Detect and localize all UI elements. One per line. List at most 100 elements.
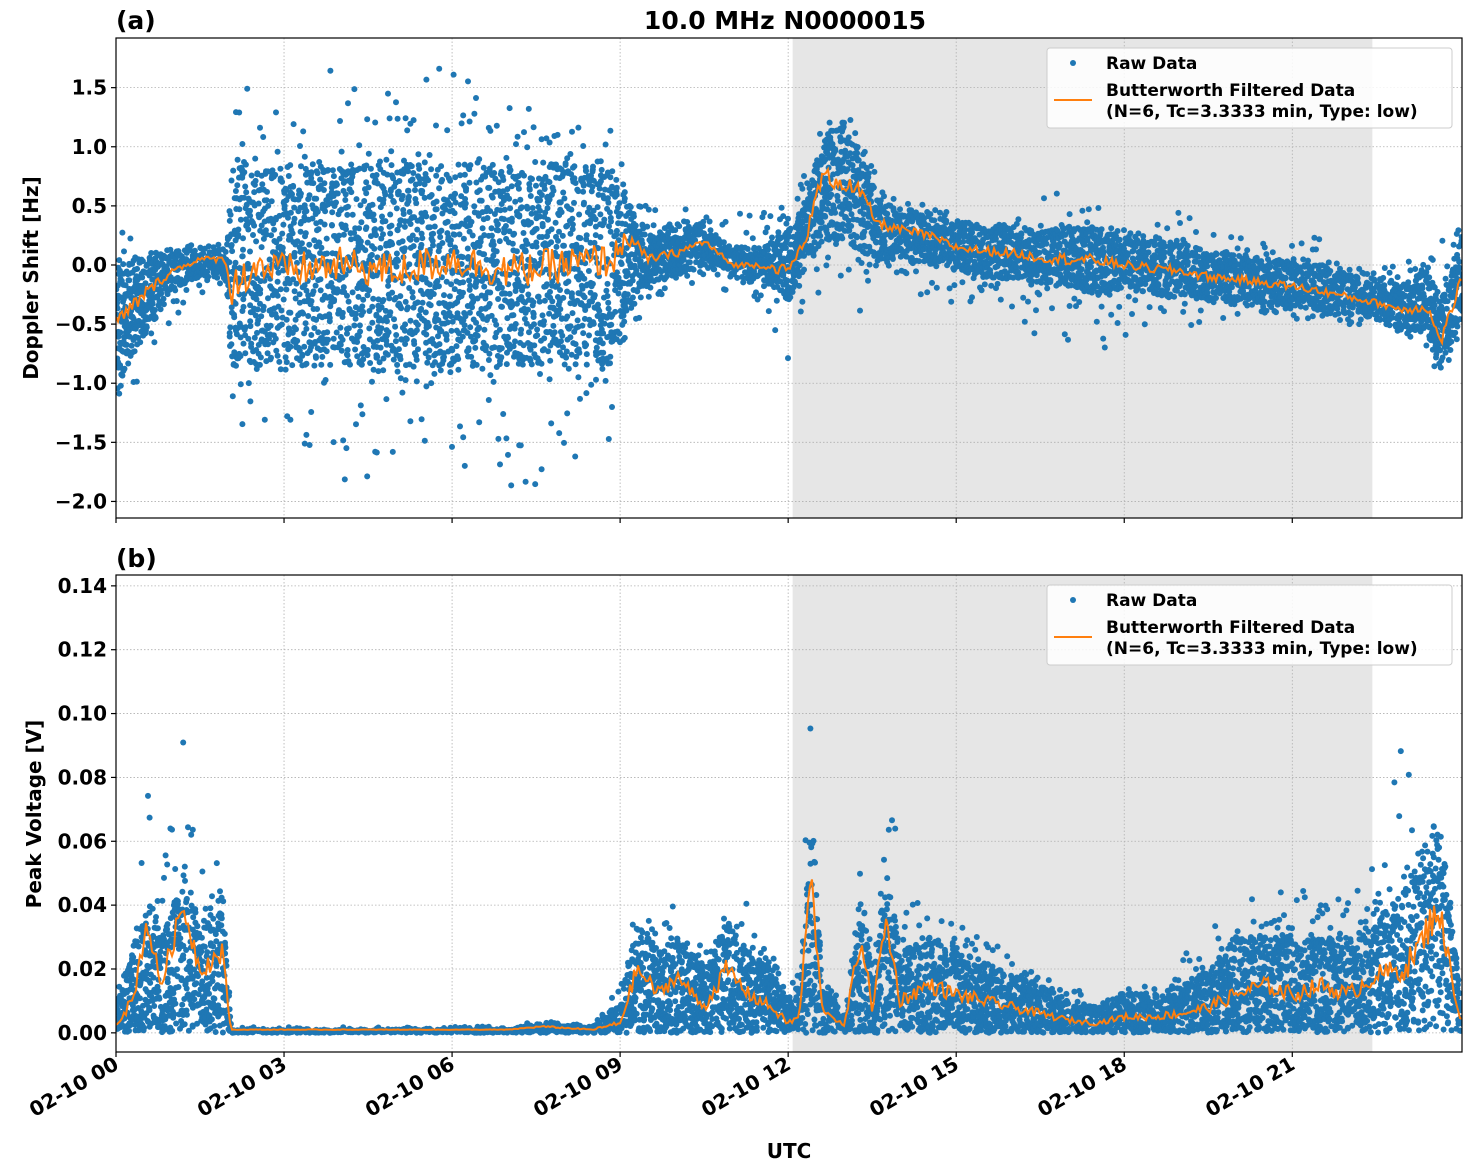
raw-data-point	[572, 180, 579, 186]
raw-data-point	[121, 334, 127, 340]
raw-data-point	[395, 189, 401, 196]
raw-data-point	[322, 208, 329, 215]
raw-data-point	[352, 310, 359, 317]
raw-data-point	[410, 170, 417, 176]
raw-data-point	[250, 232, 256, 238]
raw-data-point	[380, 185, 387, 192]
raw-data-point	[245, 335, 252, 342]
raw-data-point	[817, 130, 823, 137]
raw-data-point	[557, 287, 563, 293]
raw-data-point	[513, 248, 520, 255]
raw-data-point	[580, 182, 587, 189]
raw-data-point	[311, 325, 318, 331]
raw-data-point	[366, 325, 373, 332]
raw-data-point	[466, 277, 472, 284]
raw-data-point	[913, 268, 919, 275]
raw-data-point	[353, 196, 360, 203]
raw-data-point	[394, 368, 401, 375]
raw-data-point	[125, 360, 132, 367]
raw-data-point	[342, 191, 349, 198]
raw-data-point	[444, 319, 451, 326]
raw-data-point	[379, 213, 385, 220]
raw-data-point	[436, 65, 443, 72]
raw-data-point	[553, 243, 560, 250]
raw-data-point	[593, 344, 600, 351]
raw-data-point	[348, 236, 355, 243]
raw-data-point	[225, 259, 232, 266]
raw-data-point	[529, 205, 536, 211]
raw-data-point	[791, 278, 798, 285]
raw-data-point	[196, 282, 203, 289]
raw-data-point	[552, 219, 559, 226]
raw-data-point	[524, 205, 531, 212]
raw-data-point	[849, 162, 856, 169]
raw-data-point	[259, 181, 266, 188]
raw-data-point	[298, 240, 305, 247]
raw-data-point	[394, 115, 401, 122]
raw-data-point	[590, 163, 596, 170]
raw-data-point	[245, 380, 252, 387]
raw-data-point	[393, 99, 399, 106]
raw-data-point	[799, 185, 806, 192]
raw-data-point	[826, 119, 833, 126]
raw-data-point	[152, 313, 158, 320]
raw-data-point	[594, 204, 601, 211]
raw-data-point	[327, 361, 334, 368]
raw-data-point	[443, 278, 450, 285]
raw-data-point	[253, 366, 260, 372]
raw-data-point	[227, 324, 234, 331]
raw-data-point	[419, 235, 426, 242]
raw-data-point	[240, 296, 247, 303]
raw-data-point	[449, 443, 455, 450]
raw-data-point	[214, 274, 221, 281]
raw-data-point	[532, 481, 539, 488]
raw-data-point	[360, 356, 367, 363]
raw-data-point	[455, 161, 462, 168]
raw-data-point	[228, 242, 235, 248]
raw-data-point	[589, 280, 596, 287]
raw-data-point	[348, 161, 355, 168]
raw-data-point	[903, 270, 910, 277]
raw-data-point	[430, 230, 437, 237]
raw-data-point	[813, 266, 820, 273]
raw-data-point	[869, 182, 876, 189]
raw-data-point	[994, 280, 1001, 287]
raw-data-point	[349, 211, 356, 218]
raw-data-point	[323, 235, 330, 242]
raw-data-point	[279, 178, 286, 185]
raw-data-point	[405, 187, 412, 194]
raw-data-point	[796, 282, 803, 289]
raw-data-point	[620, 181, 627, 188]
raw-data-point	[146, 254, 153, 261]
raw-data-point	[370, 366, 377, 373]
raw-data-point	[438, 227, 445, 234]
raw-data-point	[287, 309, 294, 316]
raw-data-point	[361, 198, 368, 204]
raw-data-point	[241, 194, 248, 201]
raw-data-point	[416, 180, 423, 187]
raw-data-point	[434, 278, 441, 284]
raw-data-point	[401, 245, 408, 252]
raw-data-point	[486, 184, 493, 191]
raw-data-point	[577, 395, 583, 402]
raw-data-point	[413, 378, 420, 385]
raw-data-point	[251, 334, 258, 341]
raw-data-point	[486, 350, 493, 357]
raw-data-point	[1015, 216, 1022, 223]
raw-data-point	[469, 294, 476, 301]
raw-data-point	[462, 185, 469, 191]
raw-data-point	[607, 360, 613, 367]
raw-data-point	[340, 231, 347, 238]
raw-data-point	[531, 321, 537, 328]
raw-data-point	[487, 127, 494, 134]
raw-data-point	[785, 215, 791, 222]
raw-data-point	[506, 105, 513, 112]
y-axis-label-a: Doppler Shift [Hz]	[19, 176, 43, 380]
raw-data-point	[430, 214, 437, 221]
raw-data-point	[545, 348, 552, 355]
raw-data-point	[357, 202, 364, 209]
raw-data-point	[868, 163, 875, 169]
raw-data-point	[466, 179, 473, 186]
raw-data-point	[839, 125, 846, 132]
